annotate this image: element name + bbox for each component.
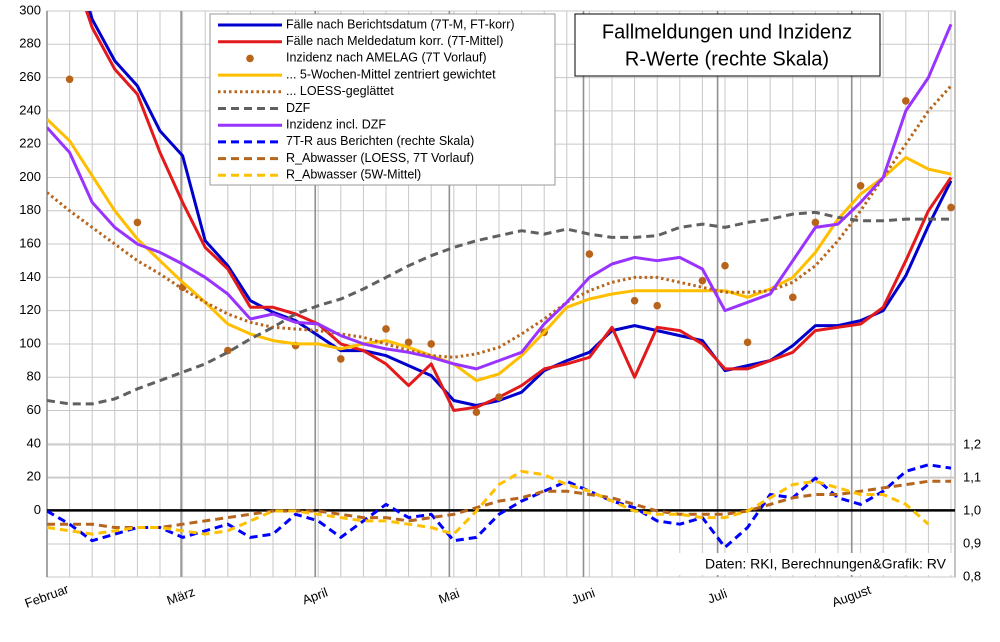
y2-tick-label: 1,0 <box>963 502 981 517</box>
data-point <box>585 250 594 258</box>
x-tick-label: Februar <box>23 581 72 611</box>
series-line <box>47 469 930 536</box>
series-line <box>47 23 953 371</box>
series-line <box>47 210 951 406</box>
legend-label: R_Abwasser (5W-Mittel) <box>286 168 421 182</box>
legend-label: Fälle nach Meldedatum korr. (7T-Mittel) <box>286 34 503 48</box>
legend-label: Inzidenz incl. DZF <box>286 117 386 131</box>
y-tick-label: 120 <box>19 302 41 317</box>
y-tick-label: 20 <box>27 469 41 484</box>
title-box <box>574 13 881 77</box>
y2-tick-label: 1,1 <box>963 469 981 484</box>
data-point <box>630 296 639 305</box>
data-point <box>721 261 729 270</box>
data-point <box>472 408 481 416</box>
x-tick-label: Juni <box>569 585 597 607</box>
legend-label: ... 5-Wochen-Mittel zentriert gewichtet <box>286 67 496 81</box>
y2-tick-label: 1,2 <box>963 436 981 451</box>
data-point <box>65 75 74 84</box>
y-tick-label: 60 <box>27 402 41 417</box>
legend-label: Inzidenz nach AMELAG (7T Vorlauf) <box>286 51 487 65</box>
y-tick-label: 220 <box>19 136 41 151</box>
y-tick-label: 280 <box>19 36 41 51</box>
y-tick-label: 0 <box>34 502 41 517</box>
y-tick-label: 200 <box>19 169 41 184</box>
legend-swatch <box>246 54 254 63</box>
data-point <box>404 338 413 347</box>
series-layer <box>47 11 955 549</box>
x-tick-label: März <box>165 584 197 608</box>
y-tick-label: 240 <box>19 102 41 117</box>
x-tick-label: Mai <box>437 585 462 606</box>
series-line <box>47 84 953 359</box>
series-line <box>47 118 952 383</box>
data-point <box>133 218 142 227</box>
source-note: Daten: RKI, Berechnungen&Grafik: RV <box>705 556 947 572</box>
source-box <box>665 553 953 575</box>
data-point <box>653 301 661 310</box>
data-point <box>902 97 910 105</box>
y2-tick-label: 0,9 <box>963 535 981 550</box>
data-point <box>382 325 390 333</box>
data-point <box>495 393 503 402</box>
data-point <box>337 355 345 363</box>
overlay: Fallmeldungen und Inzidenz R-Werte (rech… <box>19 2 981 610</box>
data-point <box>698 276 707 285</box>
y2-tick-label: 0,8 <box>963 568 981 583</box>
legend-label: DZF <box>286 101 311 115</box>
y-tick-label: 160 <box>19 235 41 250</box>
x-tick-label: August <box>830 582 874 610</box>
y-tick-label: 100 <box>19 335 41 350</box>
legend-label: Fälle nach Berichtsdatum (7T-M, FT-korr) <box>286 17 515 31</box>
legend-label: R_Abwasser (LOESS, 7T Vorlauf) <box>286 151 474 165</box>
data-point <box>743 338 752 347</box>
y-tick-label: 40 <box>27 435 41 450</box>
x-tick-label: Juli <box>706 586 730 607</box>
y-tick-label: 300 <box>19 2 41 17</box>
series-line <box>47 463 952 549</box>
data-point <box>856 181 865 190</box>
data-point <box>947 203 955 212</box>
x-tick-label: April <box>300 584 330 607</box>
series-line <box>47 479 951 529</box>
legend-label: 7T-R aus Berichten (rechte Skala) <box>286 134 474 148</box>
y-tick-label: 140 <box>19 269 41 284</box>
data-point <box>789 293 797 302</box>
y-tick-label: 80 <box>27 369 41 384</box>
chart-title: Fallmeldungen und Inzidenz <box>602 21 852 43</box>
y-tick-label: 260 <box>19 69 41 84</box>
y-tick-label: 180 <box>19 202 41 217</box>
legend-label: ... LOESS-geglättet <box>286 84 394 98</box>
chart-subtitle: R-Werte (rechte Skala) <box>625 48 829 70</box>
data-point <box>427 340 436 348</box>
data-point <box>811 218 820 227</box>
